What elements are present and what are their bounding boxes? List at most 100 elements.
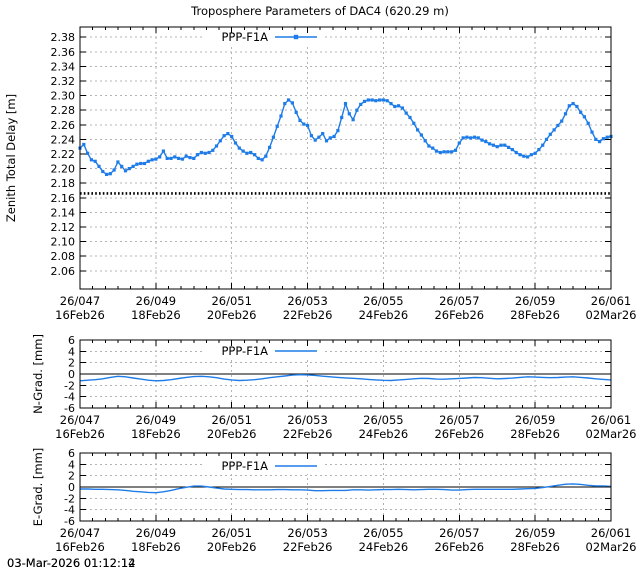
svg-text:28Feb26: 28Feb26 [510,427,560,441]
svg-text:16Feb26: 16Feb26 [55,540,105,554]
svg-text:2.20: 2.20 [51,163,76,176]
svg-text:26/049: 26/049 [136,526,176,540]
svg-text:16Feb26: 16Feb26 [55,308,105,322]
svg-text:02Mar26: 02Mar26 [586,427,637,441]
chart-title: Troposphere Parameters of DAC4 (620.29 m… [191,4,449,18]
svg-text:22Feb26: 22Feb26 [283,427,333,441]
svg-text:26/061: 26/061 [591,413,631,427]
panel-north-gradient: PPP-F1A-6-4-2024626/04716Feb2626/04918Fe… [31,334,636,441]
svg-text:0: 0 [68,368,75,381]
svg-text:6: 6 [68,334,75,347]
svg-text:2.30: 2.30 [51,90,76,103]
panel-zenith-total-delay: PPP-F1A2.062.082.102.122.142.162.182.202… [4,26,637,322]
svg-text:26/051: 26/051 [211,294,251,308]
svg-text:26Feb26: 26Feb26 [434,308,484,322]
svg-text:18Feb26: 18Feb26 [131,427,181,441]
svg-text:2.38: 2.38 [51,31,76,44]
svg-text:28Feb26: 28Feb26 [510,308,560,322]
svg-text:2: 2 [68,470,75,483]
svg-text:-6: -6 [64,402,75,415]
svg-text:26/047: 26/047 [60,526,100,540]
svg-text:20Feb26: 20Feb26 [207,540,257,554]
svg-text:26/057: 26/057 [439,526,479,540]
series-north-gradient [79,373,612,382]
svg-text:02Mar26: 02Mar26 [586,540,637,554]
svg-text:26/051: 26/051 [211,526,251,540]
svg-text:4: 4 [68,458,75,471]
svg-text:2.24: 2.24 [51,133,76,146]
svg-text:20Feb26: 20Feb26 [207,308,257,322]
svg-text:18Feb26: 18Feb26 [131,540,181,554]
svg-text:26/061: 26/061 [591,294,631,308]
svg-text:2.36: 2.36 [51,46,76,59]
svg-text:18Feb26: 18Feb26 [131,308,181,322]
creation-timestamp: 03-Mar-2026 01:12:12 03-Mar-2026 01:12:1… [7,556,227,572]
svg-text:26/049: 26/049 [136,294,176,308]
svg-text:26/059: 26/059 [515,526,555,540]
svg-text:0: 0 [68,481,75,494]
svg-text:2.12: 2.12 [51,221,76,234]
svg-text:22Feb26: 22Feb26 [283,308,333,322]
ylabel-zenith-total-delay: Zenith Total Delay [m] [4,94,18,222]
svg-text:26/055: 26/055 [363,413,403,427]
svg-text:2.22: 2.22 [51,148,76,161]
svg-text:6: 6 [68,447,75,460]
legend-zenith-total-delay: PPP-F1A [205,28,325,45]
svg-text:24Feb26: 24Feb26 [359,427,409,441]
series-zenith-total-delay-markers [78,98,613,176]
svg-text:-2: -2 [64,492,75,505]
ylabel-north-gradient: N-Grad. [mm] [31,334,45,414]
svg-text:02Mar26: 02Mar26 [586,308,637,322]
grid-zenith-total-delay [80,27,611,289]
svg-text:-4: -4 [64,504,75,517]
frame-east-gradient [79,452,612,522]
svg-text:22Feb26: 22Feb26 [283,540,333,554]
creation-timestamp-layer2: 03-Mar-2026 01:12:14 [7,556,136,570]
svg-text:26/059: 26/059 [515,294,555,308]
legend-label: PPP-F1A [222,344,269,358]
svg-text:2.06: 2.06 [51,265,76,278]
svg-text:26/055: 26/055 [363,526,403,540]
svg-text:26/057: 26/057 [439,413,479,427]
svg-text:2.10: 2.10 [51,236,76,249]
svg-text:26Feb26: 26Feb26 [434,427,484,441]
frame-north-gradient [79,339,612,409]
legend-north-gradient: PPP-F1A [205,342,325,359]
creation-timestamp-layer1: 03-Mar-2026 01:12:12 [7,556,136,570]
svg-text:2.26: 2.26 [51,119,76,132]
legend-east-gradient: PPP-F1A [205,457,325,474]
series-east-gradient [80,483,612,494]
svg-text:26/055: 26/055 [363,294,403,308]
svg-text:2: 2 [68,357,75,370]
legend-label: PPP-F1A [222,459,269,473]
svg-text:26/053: 26/053 [287,294,327,308]
svg-text:2.28: 2.28 [51,104,76,117]
svg-text:26Feb26: 26Feb26 [434,540,484,554]
series-zenith-total-delay [79,99,612,176]
frame-zenith-total-delay [79,26,612,290]
svg-text:26/047: 26/047 [60,294,100,308]
svg-text:26/047: 26/047 [60,413,100,427]
svg-text:16Feb26: 16Feb26 [55,427,105,441]
svg-text:24Feb26: 24Feb26 [359,308,409,322]
ylabel-east-gradient: E-Grad. [mm] [31,448,45,527]
svg-text:-6: -6 [64,515,75,528]
svg-text:2.18: 2.18 [51,177,76,190]
svg-text:4: 4 [68,345,75,358]
svg-text:26/059: 26/059 [515,413,555,427]
svg-text:24Feb26: 24Feb26 [359,540,409,554]
svg-text:2.34: 2.34 [51,60,76,73]
legend-label: PPP-F1A [222,30,269,44]
svg-text:2.08: 2.08 [51,250,76,263]
svg-text:-4: -4 [64,391,75,404]
svg-text:20Feb26: 20Feb26 [207,427,257,441]
svg-text:26/061: 26/061 [591,526,631,540]
svg-text:26/057: 26/057 [439,294,479,308]
svg-text:26/053: 26/053 [287,526,327,540]
svg-text:-2: -2 [64,379,75,392]
